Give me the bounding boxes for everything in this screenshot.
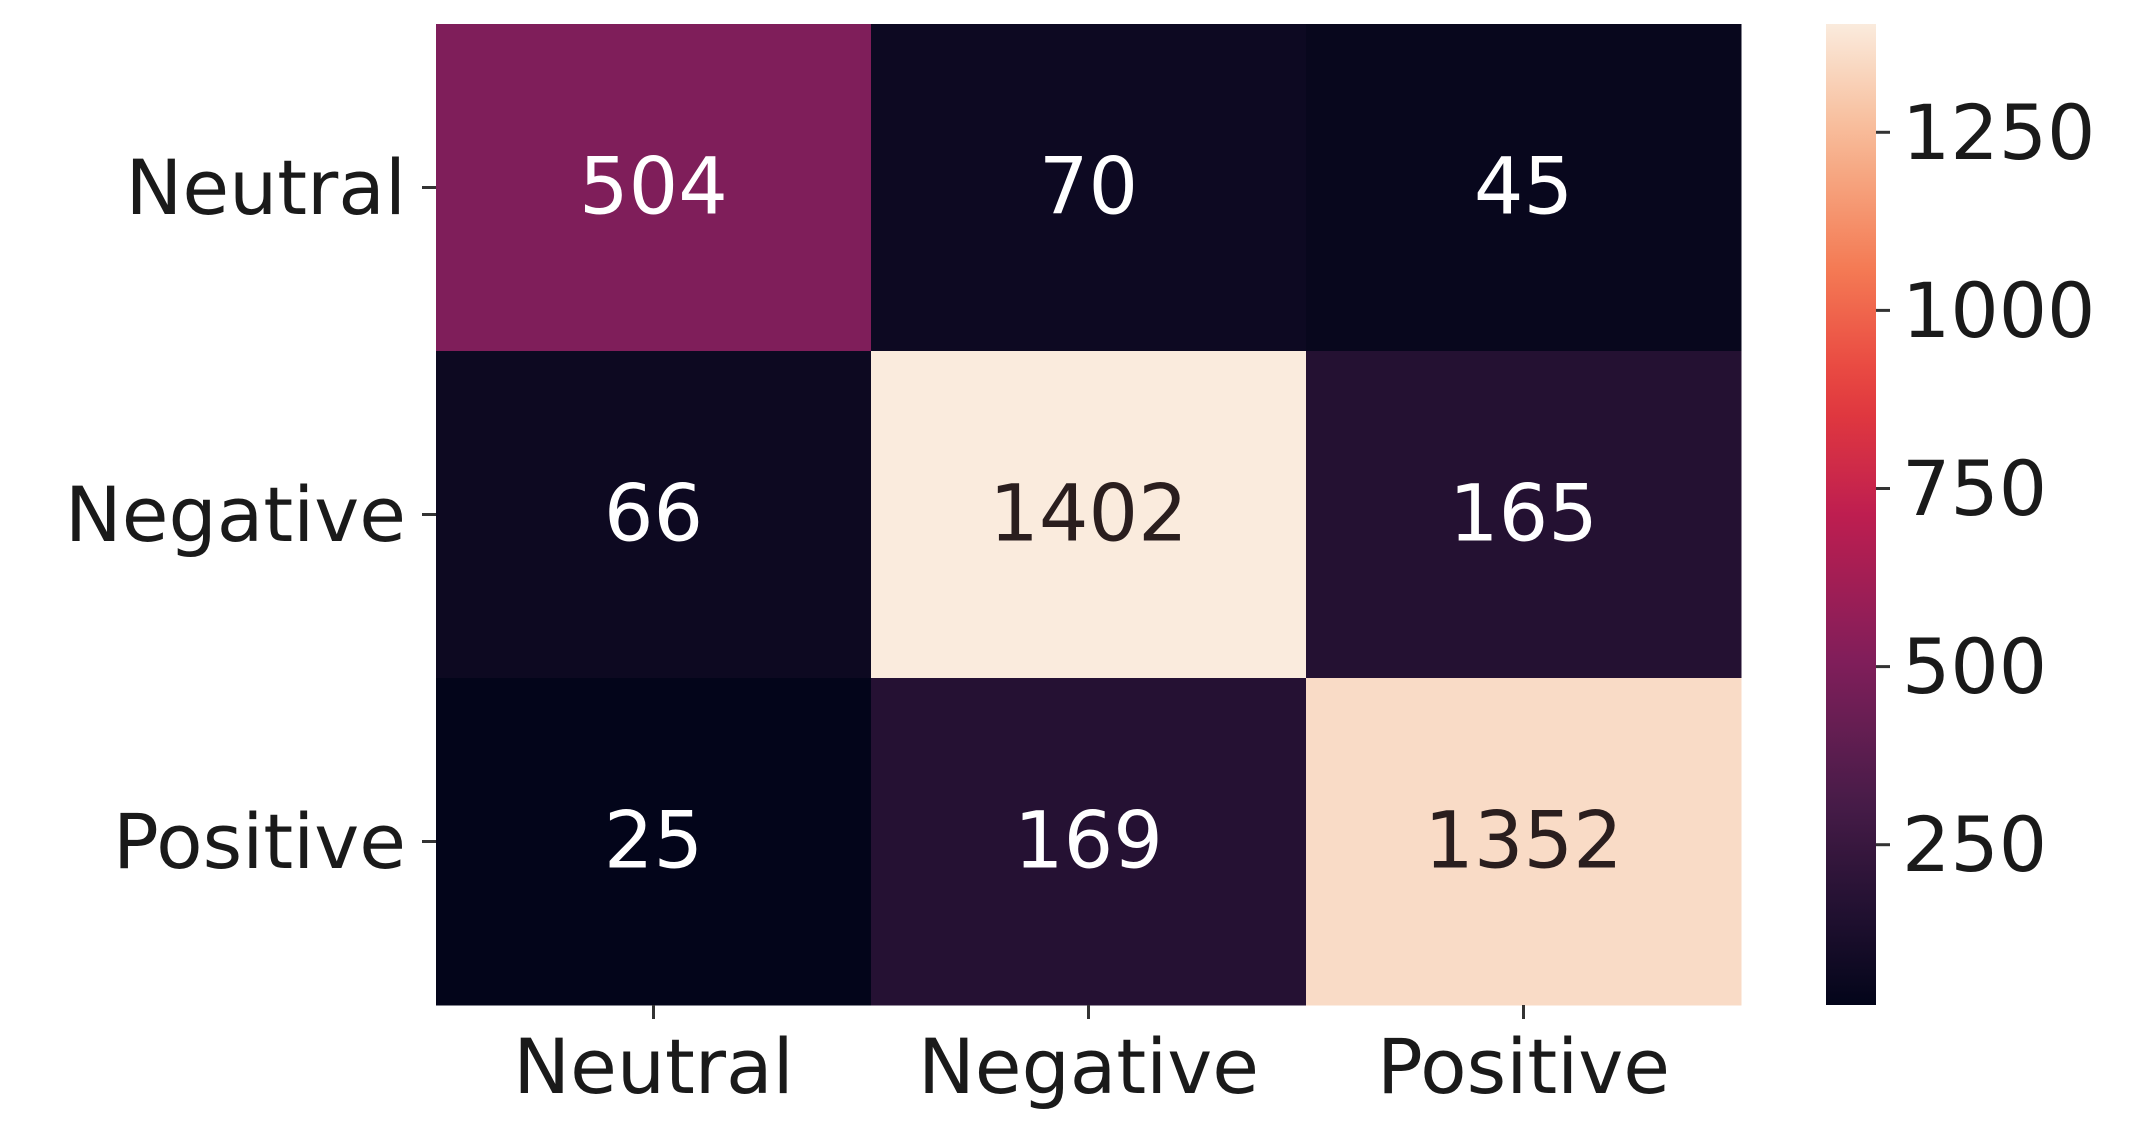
heatmap-cell-0-0 bbox=[436, 24, 872, 352]
cell-value-label-1-1: 1402 bbox=[989, 470, 1188, 560]
heatmap-cell-0-1 bbox=[871, 24, 1307, 352]
cell-value-label-0-2: 45 bbox=[1474, 143, 1573, 233]
x-tick-label-1: Negative bbox=[918, 1022, 1259, 1111]
cell-value-label-1-0: 66 bbox=[604, 470, 703, 560]
colorbar: 250 500 750 1000 1250 bbox=[1826, 24, 2095, 1005]
cell-value-label-0-0: 504 bbox=[579, 143, 728, 233]
heatmap-cells bbox=[436, 24, 1742, 1006]
heatmap-cell-2-0 bbox=[436, 678, 872, 1006]
x-tick-label-2: Positive bbox=[1377, 1022, 1670, 1111]
y-tick-label-0: Neutral bbox=[125, 143, 406, 232]
heatmap-cell-labels: 504 70 45 66 1402 165 25 169 1352 bbox=[579, 143, 1623, 887]
cell-value-label-1-2: 165 bbox=[1449, 470, 1598, 560]
cell-value-label-2-1: 169 bbox=[1014, 797, 1163, 887]
cell-value-label-0-1: 70 bbox=[1039, 143, 1138, 233]
colorbar-tick-label-4: 1250 bbox=[1902, 88, 2095, 177]
colorbar-tick-label-2: 750 bbox=[1902, 444, 2047, 533]
heatmap-cell-0-2 bbox=[1306, 24, 1742, 352]
heatmap-cell-1-1 bbox=[871, 351, 1307, 679]
colorbar-tick-label-3: 1000 bbox=[1902, 266, 2095, 355]
cell-value-label-2-0: 25 bbox=[604, 797, 703, 887]
heatmap-cell-1-0 bbox=[436, 351, 872, 679]
heatmap-cell-2-2 bbox=[1306, 678, 1742, 1006]
heatmap-cell-2-1 bbox=[871, 678, 1307, 1006]
colorbar-tick-label-0: 250 bbox=[1902, 800, 2047, 889]
cell-value-label-2-2: 1352 bbox=[1424, 797, 1623, 887]
y-axis: Neutral Negative Positive bbox=[65, 143, 436, 886]
y-tick-label-2: Positive bbox=[113, 797, 406, 886]
heatmap-cell-1-2 bbox=[1306, 351, 1742, 679]
x-axis: Neutral Negative Positive bbox=[513, 1005, 1670, 1111]
x-tick-label-0: Neutral bbox=[513, 1022, 794, 1111]
colorbar-tick-label-1: 500 bbox=[1902, 622, 2047, 711]
colorbar-gradient bbox=[1826, 24, 1876, 1005]
y-tick-label-1: Negative bbox=[65, 470, 406, 559]
